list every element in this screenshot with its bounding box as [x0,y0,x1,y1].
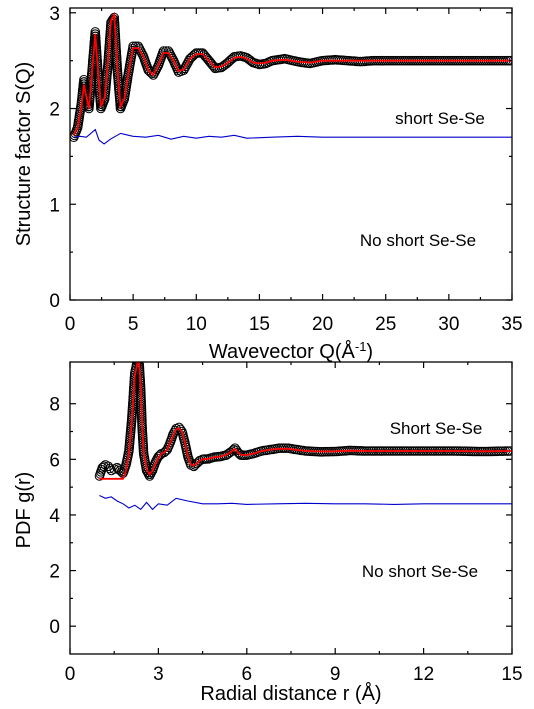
bottom-y-tick-label: 2 [49,562,60,583]
bottom-y-tick-label: 4 [49,506,60,527]
bottom-series-experimental-data [94,362,512,481]
top-y-tick-label: 1 [49,195,60,216]
top-y-tick-label: 0 [49,291,60,312]
bottom-data-point [233,447,243,458]
top-series-difference [73,128,512,145]
top-x-tick-label: 20 [312,314,333,335]
top-x-axis-title-end: ) [366,341,373,363]
bottom-x-tick-label: 6 [242,664,253,685]
bottom-data-point [97,462,108,473]
bottom-data-point [115,465,125,476]
bottom-x-axis-title: Radial distance r (Å) [200,682,381,705]
bottom-x-tick-label: 9 [330,664,341,685]
top-x-axis-title: Wavevector Q(Å-1) [209,339,373,364]
top-y-tick-label: 3 [49,4,60,25]
bottom-annotation: No short Se-Se [362,562,478,581]
bottom-y-tick-label: 6 [49,450,60,471]
bottom-series-difference [99,495,512,511]
bottom-difference-line [99,495,512,511]
top-series-fit [72,11,512,136]
top-annotation: No short Se-Se [360,231,476,250]
bottom-x-tick-label: 15 [501,664,522,685]
top-fit-line [72,11,512,136]
bottom-annotation: Short Se-Se [390,419,483,438]
bottom-y-tick-label: 0 [49,617,60,638]
top-x-tick-label: 35 [501,314,522,335]
bottom-x-tick-label: 3 [153,664,164,685]
top-y-tick-label: 2 [49,100,60,121]
top-difference-line [73,128,512,145]
top-x-tick-label: 0 [65,314,76,335]
top-x-tick-label: 30 [438,314,459,335]
top-x-tick-label: 10 [186,314,207,335]
top-x-axis-title-superscript: -1 [355,339,367,354]
top-x-tick-label: 5 [128,314,139,335]
top-x-tick-label: 25 [375,314,396,335]
bottom-x-tick-label: 12 [413,664,434,685]
top-annotation: short Se-Se [395,109,485,128]
top-data-point [207,60,218,71]
bottom-data-point [99,461,109,472]
bottom-y-axis-title: PDF g(r) [13,472,35,549]
top-x-tick-label: 15 [249,314,270,335]
bottom-x-tick-label: 0 [65,664,76,685]
bottom-y-tick-label: 8 [49,395,60,416]
top-y-axis-title: Structure factor S(Q) [13,62,35,247]
